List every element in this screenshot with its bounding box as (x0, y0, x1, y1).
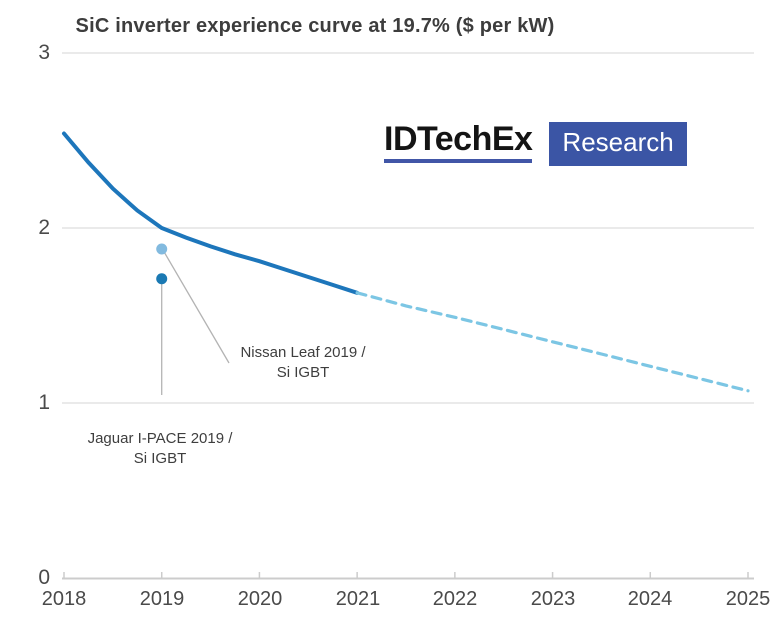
idtechex-logo-text: IDTechEx (384, 120, 533, 158)
x-tick-label-2021: 2021 (335, 588, 381, 610)
logo-research-text: Research (562, 127, 674, 157)
x-tick-label-2022: 2022 (432, 588, 478, 610)
logo-research-box: Research (549, 122, 687, 166)
annotation-jaguar-line2: Si IGBT (133, 450, 187, 467)
x-tick-label-2025: 2025 (725, 588, 771, 610)
annotation-nissan-line2: Si IGBT (276, 364, 330, 381)
annotation-nissan-line1: Nissan Leaf 2019 / (240, 344, 366, 361)
annotation-jaguar-ipace: Jaguar I-PACE 2019 / Si IGBT (84, 429, 236, 469)
annotation-nissan-leaf: Nissan Leaf 2019 / Si IGBT (228, 343, 378, 383)
y-tick-label-0: 0 (38, 566, 50, 589)
annotation-jaguar-line1: Jaguar I-PACE 2019 / (87, 430, 233, 447)
y-tick-label-1: 1 (38, 391, 50, 414)
x-tick-label-2023: 2023 (530, 588, 576, 610)
x-tick-label-2019: 2019 (139, 588, 185, 610)
y-tick-label-3: 3 (38, 41, 50, 64)
idtechex-logo-wordmark: IDTechEx (384, 120, 533, 163)
y-tick-label-2: 2 (38, 216, 50, 239)
x-tick-label-2024: 2024 (627, 588, 673, 610)
x-tick-label-2020: 2020 (237, 588, 283, 610)
chart-title: SiC inverter experience curve at 19.7% (… (75, 15, 555, 37)
idtechex-logo: IDTechEx Research (384, 121, 687, 166)
x-tick-label-2018: 2018 (41, 588, 87, 610)
logo-underline (384, 159, 533, 163)
